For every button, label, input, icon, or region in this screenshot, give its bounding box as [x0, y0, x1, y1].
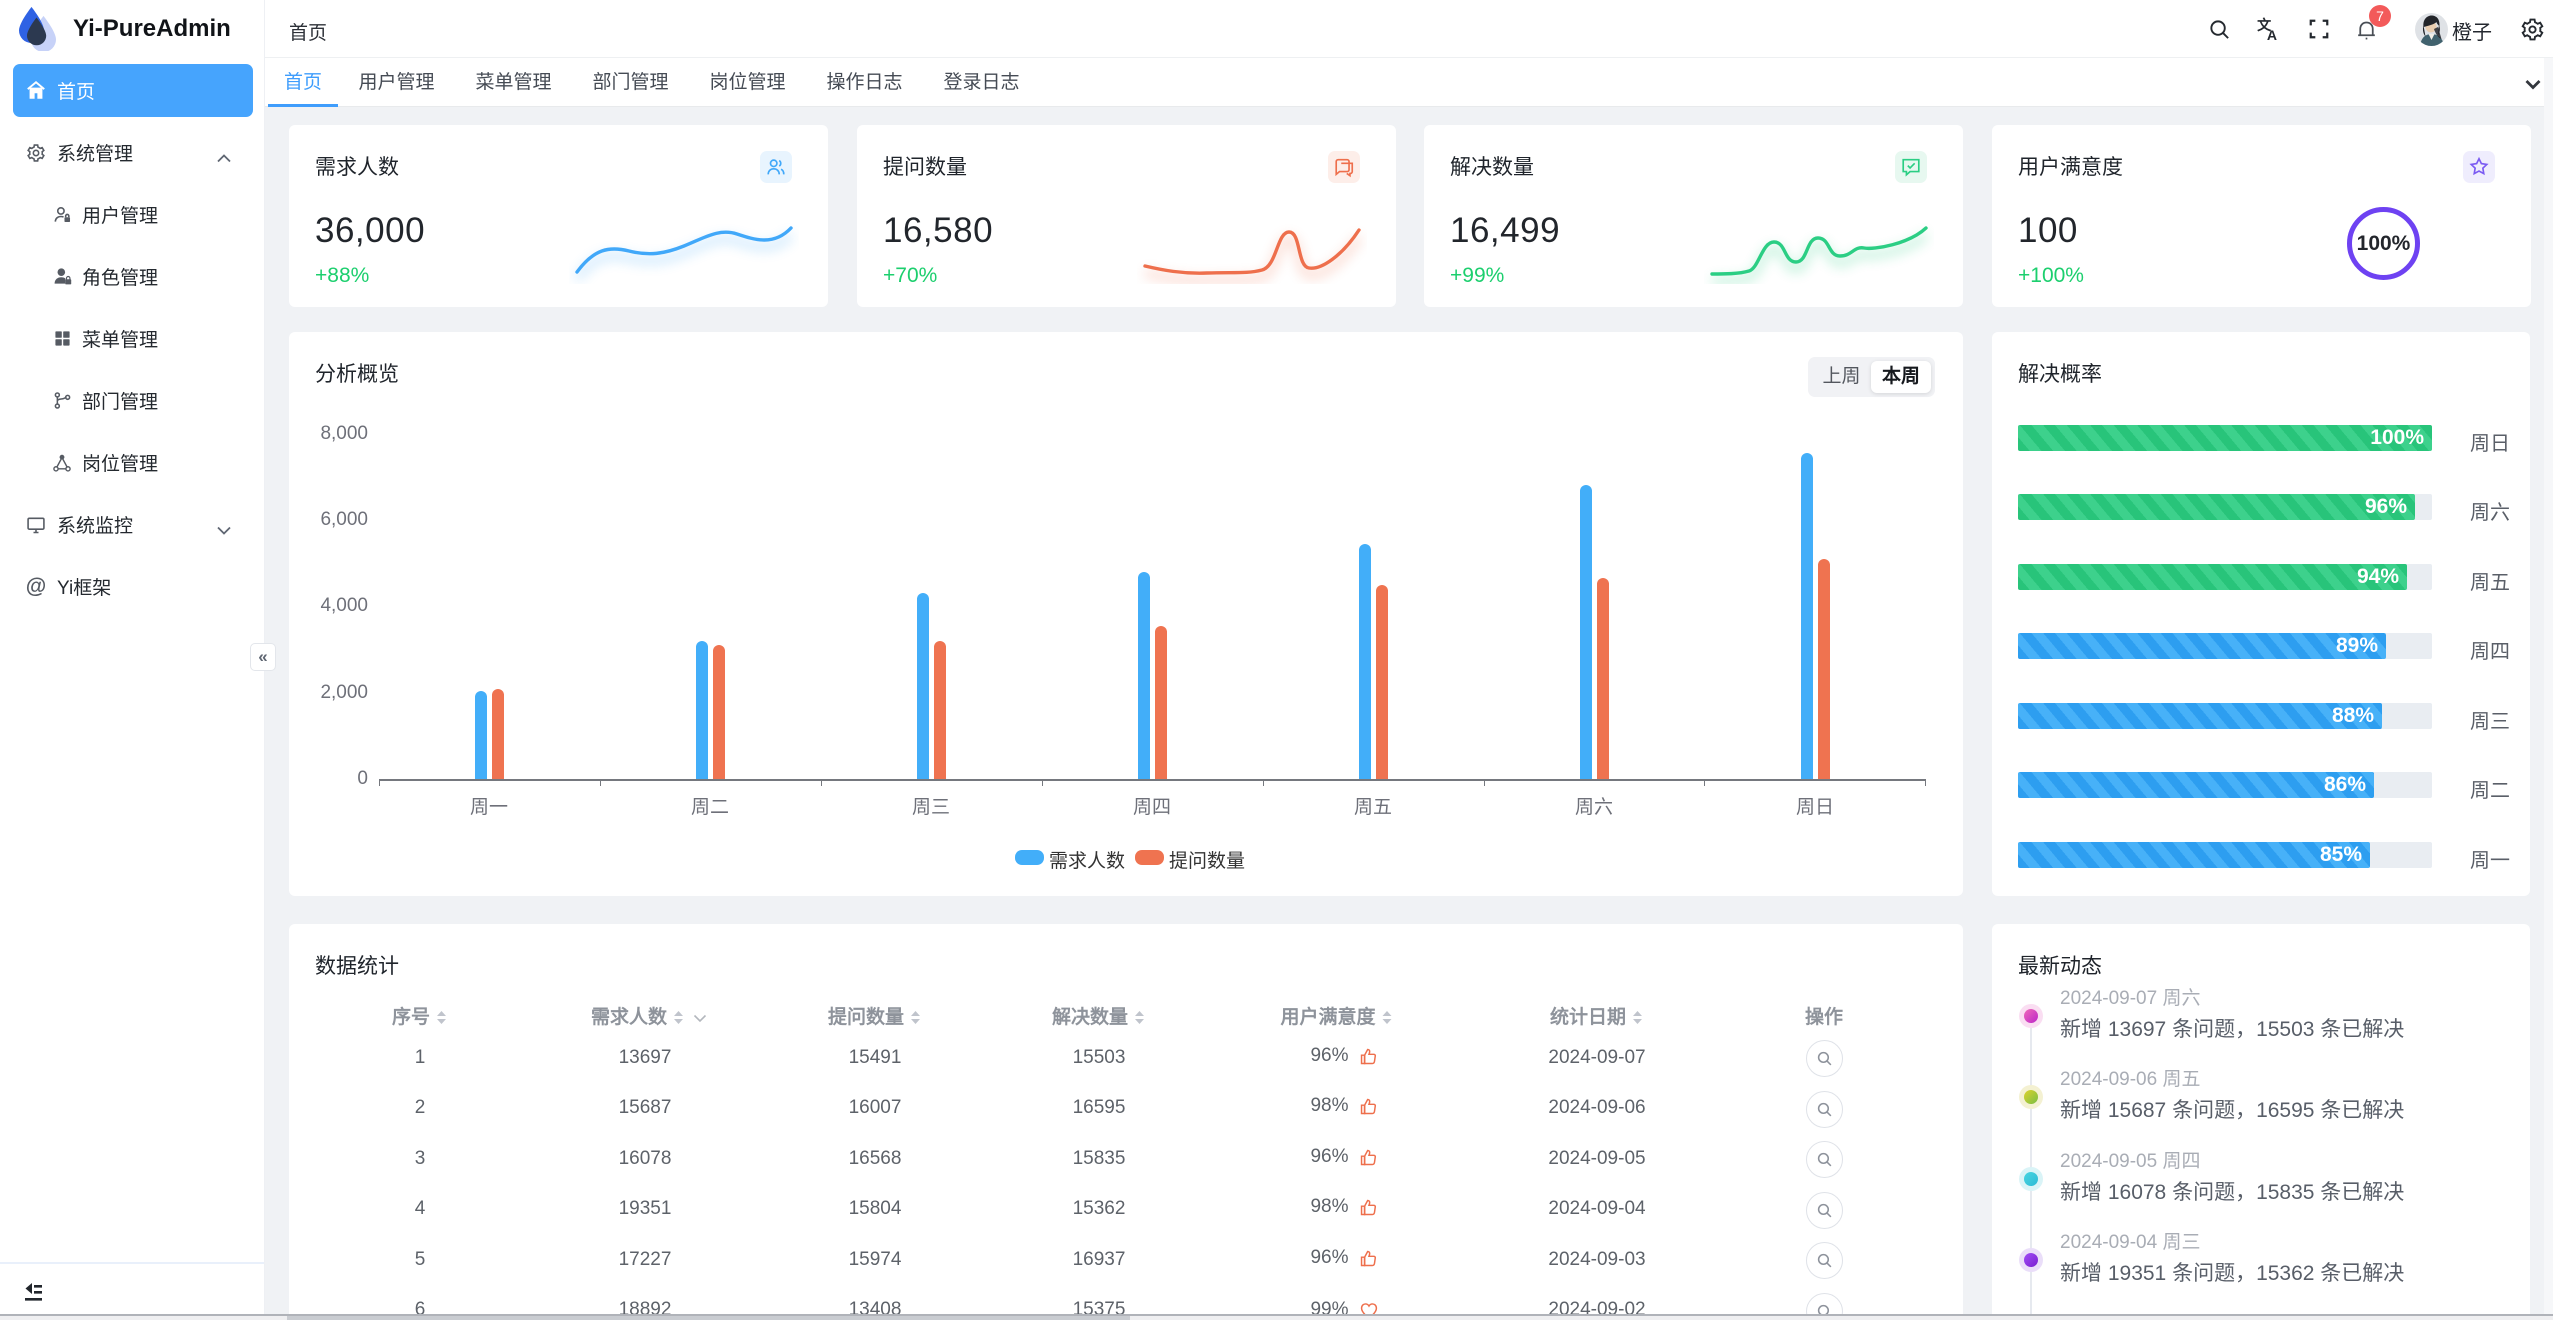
svg-text:文: 文 — [2257, 17, 2272, 33]
svg-text:A: A — [2267, 27, 2277, 42]
